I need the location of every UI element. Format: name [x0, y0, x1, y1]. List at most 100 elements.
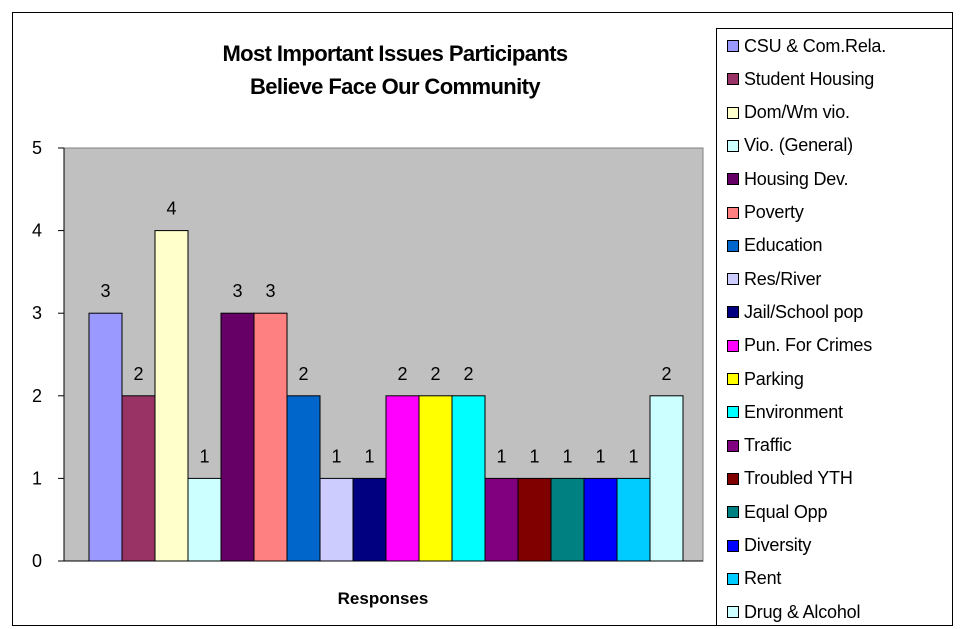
bar-10 [385, 395, 420, 562]
legend-swatch [727, 40, 739, 52]
legend-item: Dom/Wm vio. [727, 98, 850, 128]
legend-item: Student Housing [727, 64, 874, 94]
legend-label: Traffic [744, 435, 792, 456]
y-tick-label: 5 [32, 138, 42, 158]
data-label-13: 1 [496, 446, 506, 466]
bar-13 [484, 477, 519, 562]
bar-7 [286, 395, 321, 562]
bar-1 [88, 312, 123, 562]
legend-label: Housing Dev. [744, 168, 849, 189]
bar-18 [649, 395, 684, 562]
data-label-11: 2 [430, 364, 440, 384]
legend-label: Student Housing [744, 68, 875, 89]
legend-label: Vio. (General) [744, 135, 853, 156]
data-label-14: 1 [529, 446, 539, 466]
bar-2 [121, 395, 156, 562]
legend-swatch [727, 239, 739, 252]
legend-swatch [727, 339, 739, 352]
legend-swatch [727, 173, 739, 186]
data-label-3: 4 [166, 199, 176, 219]
legend-item: Troubled YTH [727, 464, 853, 494]
legend-item: CSU & Com.Rela. [727, 31, 886, 61]
bar-5 [220, 312, 255, 562]
data-label-6: 3 [265, 281, 275, 301]
data-label-10: 2 [397, 364, 407, 384]
legend-label: Poverty [744, 202, 804, 222]
y-tick-label: 3 [32, 303, 42, 323]
legend-label: Parking [744, 368, 804, 389]
legend-swatch [727, 572, 739, 585]
bar-8 [319, 477, 354, 562]
data-label-17: 1 [628, 446, 638, 466]
legend-label: Diversity [744, 535, 812, 555]
legend-item: Jail/School pop [727, 297, 863, 327]
legend-label: Res/River [744, 268, 822, 289]
chart-title: Most Important Issues Participants Belie… [222, 41, 568, 99]
bar-12 [451, 395, 486, 562]
chart-legend: CSU & Com.Rela. Student Housing Dom/Wm vio… [716, 28, 952, 626]
legend-label: Pun. For Crimes [744, 335, 873, 356]
data-label-7: 2 [298, 364, 308, 384]
legend-label: CSU & Com.Rela. [744, 35, 887, 56]
legend-item: Vio. (General) [727, 131, 853, 161]
bar-15 [550, 477, 585, 562]
legend-label: Dom/Wm vio. [744, 102, 850, 123]
legend-swatch [727, 439, 739, 452]
legend-item: Res/River [727, 264, 821, 294]
legend-item: Parking [727, 364, 804, 394]
data-label-16: 1 [595, 446, 605, 466]
legend-label: Education [744, 235, 823, 256]
legend-swatch [727, 306, 739, 319]
y-tick-label: 0 [32, 551, 42, 571]
legend-swatch [727, 373, 739, 385]
legend-swatch [727, 539, 739, 552]
legend-item: Drug & Alcohol [727, 597, 860, 627]
legend-label: Rent [744, 568, 782, 589]
bar-17 [616, 477, 651, 562]
legend-item: Housing Dev. [727, 164, 849, 194]
legend-label: Jail/School pop [744, 301, 864, 322]
legend-label: Troubled YTH [744, 468, 853, 489]
bar-4 [187, 477, 222, 562]
bar-11 [418, 395, 453, 562]
legend-swatch [727, 206, 739, 219]
legend-label: Equal Opp [744, 501, 828, 522]
data-label-4: 1 [199, 446, 209, 466]
legend-swatch [727, 606, 739, 619]
data-label-2: 2 [133, 364, 143, 384]
legend-label: Environment [744, 401, 843, 422]
y-tick-label: 1 [32, 468, 42, 488]
x-axis-title: Responses [338, 589, 429, 608]
data-label-18: 2 [661, 364, 671, 384]
data-label-12: 2 [463, 364, 473, 384]
legend-label: Drug & Alcohol [744, 601, 861, 622]
bar-16 [583, 477, 618, 562]
legend-swatch [727, 406, 739, 419]
legend-item: Poverty [727, 198, 804, 228]
legend-item: Diversity [727, 531, 811, 561]
data-label-15: 1 [562, 446, 572, 466]
legend-swatch [727, 106, 739, 119]
legend-item: Rent [727, 564, 781, 594]
chart-frame [12, 12, 953, 626]
legend-swatch [727, 472, 739, 485]
legend-item: Education [727, 231, 822, 261]
y-tick-label: 2 [32, 386, 42, 406]
bar-3 [154, 230, 189, 562]
bar-14 [517, 477, 552, 562]
bar-6 [253, 312, 288, 562]
bar-9 [352, 477, 387, 562]
data-label-5: 3 [232, 281, 242, 301]
legend-item: Pun. For Crimes [727, 331, 872, 361]
legend-item: Traffic [727, 431, 792, 461]
data-label-1: 3 [100, 281, 110, 301]
legend-swatch [727, 506, 739, 519]
legend-swatch [727, 73, 739, 86]
y-tick-label: 4 [32, 221, 42, 241]
legend-swatch [727, 139, 739, 152]
legend-swatch [727, 273, 739, 286]
data-label-8: 1 [331, 446, 341, 466]
legend-item: Equal Opp [727, 497, 827, 527]
data-label-9: 1 [364, 446, 374, 466]
